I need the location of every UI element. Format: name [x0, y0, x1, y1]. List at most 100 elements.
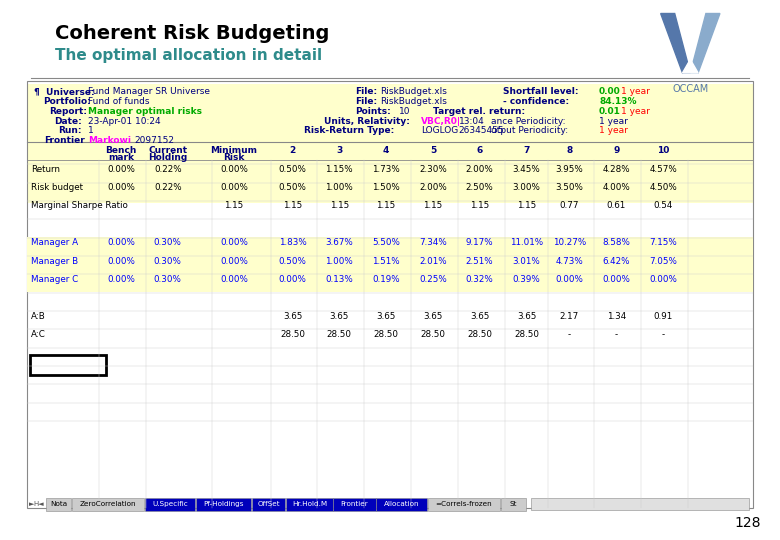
Text: 0.32%: 0.32%: [466, 275, 494, 284]
Text: Date:: Date:: [55, 117, 83, 126]
Text: 0.30%: 0.30%: [154, 238, 182, 247]
Text: 7.15%: 7.15%: [649, 238, 677, 247]
Text: 0.22%: 0.22%: [154, 165, 182, 174]
Bar: [27, 84, 753, 202]
Text: 0.54: 0.54: [654, 201, 672, 211]
Text: 7.05%: 7.05%: [649, 256, 677, 266]
Text: 2.01%: 2.01%: [419, 256, 447, 266]
Text: H◄: H◄: [34, 501, 44, 508]
Text: File:: File:: [355, 87, 377, 97]
Text: 5: 5: [430, 146, 436, 155]
Text: Run:: Run:: [58, 126, 82, 136]
Text: Report:: Report:: [49, 107, 87, 116]
Text: VBC,R0|: VBC,R0|: [421, 117, 461, 126]
Text: Points:: Points:: [355, 107, 391, 116]
Text: 0.50%: 0.50%: [278, 256, 307, 266]
Text: 2: 2: [289, 146, 296, 155]
Text: 2.30%: 2.30%: [419, 165, 447, 174]
Polygon shape: [682, 59, 698, 73]
Text: RiskBudget.xls: RiskBudget.xls: [380, 97, 447, 106]
Text: 0.25%: 0.25%: [419, 275, 447, 284]
Text: Return: Return: [31, 165, 60, 174]
Text: ZeroCorrelation: ZeroCorrelation: [80, 501, 136, 508]
Text: 3: 3: [336, 146, 342, 155]
Text: 3.65: 3.65: [424, 312, 442, 321]
Text: RiskBudget.xls: RiskBudget.xls: [380, 87, 447, 97]
Text: 0.00%: 0.00%: [602, 275, 630, 284]
Text: 2.17: 2.17: [560, 312, 579, 321]
Text: 2.50%: 2.50%: [466, 183, 494, 192]
Text: Risk-Return Type:: Risk-Return Type:: [304, 126, 395, 136]
Text: 0.00%: 0.00%: [107, 238, 135, 247]
Text: 3.65: 3.65: [517, 312, 536, 321]
Text: 0.30%: 0.30%: [154, 275, 182, 284]
Text: Minimum: Minimum: [211, 146, 257, 155]
Text: Portfolio:: Portfolio:: [43, 97, 90, 106]
Bar: [30, 355, 106, 375]
Bar: [27, 81, 753, 508]
Text: 0.00%: 0.00%: [107, 183, 135, 192]
Text: 4.50%: 4.50%: [649, 183, 677, 192]
Text: 1.15: 1.15: [424, 201, 442, 211]
FancyBboxPatch shape: [501, 498, 526, 511]
Text: 28.50: 28.50: [374, 330, 399, 339]
Bar: [27, 237, 753, 255]
Text: 3.95%: 3.95%: [555, 165, 583, 174]
Polygon shape: [661, 14, 690, 73]
Text: Nota: Nota: [50, 501, 67, 508]
Text: 1 year: 1 year: [599, 126, 628, 136]
Text: 0.91: 0.91: [654, 312, 672, 321]
Text: 8: 8: [566, 146, 573, 155]
Text: Fund Manager SR Universe: Fund Manager SR Universe: [88, 87, 210, 97]
Text: OffSet: OffSet: [257, 501, 280, 508]
Text: 1.83%: 1.83%: [278, 238, 307, 247]
Text: 23-Apr-01 10:24: 23-Apr-01 10:24: [88, 117, 161, 126]
Text: 6.42%: 6.42%: [602, 256, 630, 266]
Text: 0.00%: 0.00%: [107, 275, 135, 284]
Bar: [531, 498, 749, 510]
Text: 0.00%: 0.00%: [220, 275, 248, 284]
Text: 0.01: 0.01: [599, 107, 621, 116]
FancyBboxPatch shape: [46, 498, 71, 511]
Text: 3.45%: 3.45%: [512, 165, 541, 174]
Text: 0.61: 0.61: [607, 201, 626, 211]
Text: 0.39%: 0.39%: [512, 275, 541, 284]
Text: St: St: [509, 501, 517, 508]
Text: Units, Relativity:: Units, Relativity:: [324, 117, 410, 126]
Text: 3.67%: 3.67%: [325, 238, 353, 247]
Text: 26345455: 26345455: [459, 126, 504, 136]
FancyBboxPatch shape: [334, 498, 376, 511]
Text: -: -: [661, 330, 665, 339]
Text: U.Specific: U.Specific: [152, 501, 188, 508]
Text: 2.00%: 2.00%: [466, 165, 494, 174]
Text: 1.51%: 1.51%: [372, 256, 400, 266]
Text: Manager A: Manager A: [31, 238, 78, 247]
Text: 13:04: 13:04: [459, 117, 484, 126]
Text: 28.50: 28.50: [280, 330, 305, 339]
Text: Marginal Sharpe Ratio: Marginal Sharpe Ratio: [31, 201, 128, 211]
Text: Frontier: Frontier: [44, 136, 85, 145]
Text: 128: 128: [734, 516, 760, 530]
Text: Fund of funds: Fund of funds: [88, 97, 150, 106]
Text: Coherent Risk Budgeting: Coherent Risk Budgeting: [55, 24, 329, 43]
Text: 28.50: 28.50: [327, 330, 352, 339]
Text: mark: mark: [108, 153, 134, 163]
Text: 84.13%: 84.13%: [599, 97, 636, 106]
Text: -: -: [615, 330, 618, 339]
Text: 3.01%: 3.01%: [512, 256, 541, 266]
Text: =Correls-frozen: =Correls-frozen: [435, 501, 492, 508]
Text: 0.13%: 0.13%: [325, 275, 353, 284]
Text: 3.65: 3.65: [377, 312, 395, 321]
Text: 1.00%: 1.00%: [325, 256, 353, 266]
Text: 0.00: 0.00: [599, 87, 621, 97]
Text: 2097152: 2097152: [134, 136, 174, 145]
Text: Manager B: Manager B: [31, 256, 78, 266]
Text: 0.00%: 0.00%: [220, 165, 248, 174]
Text: Holding: Holding: [148, 153, 187, 163]
Text: ance Periodicity:: ance Periodicity:: [491, 117, 566, 126]
Text: utput Periodicity:: utput Periodicity:: [491, 126, 569, 136]
Text: ►: ►: [29, 501, 34, 508]
FancyBboxPatch shape: [197, 498, 251, 511]
Text: 0.00%: 0.00%: [220, 238, 248, 247]
Text: 28.50: 28.50: [420, 330, 445, 339]
